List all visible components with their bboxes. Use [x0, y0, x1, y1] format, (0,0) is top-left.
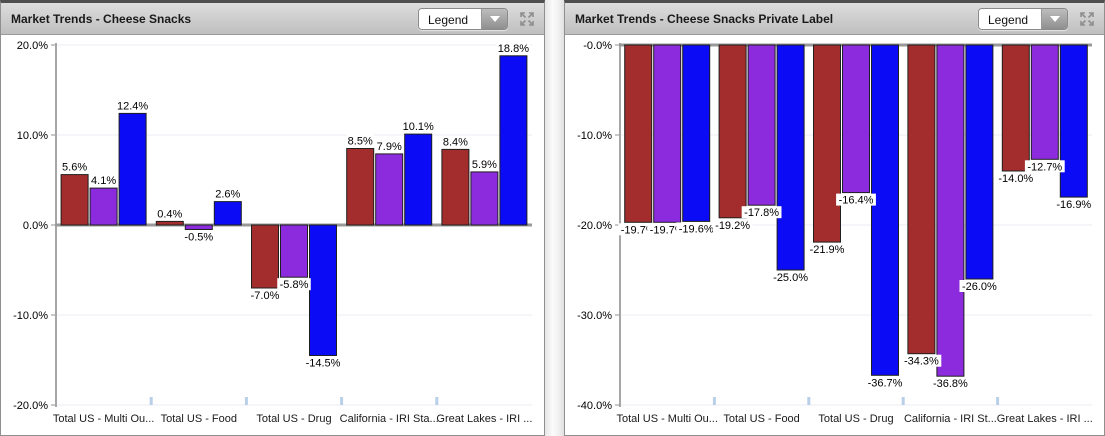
svg-text:2.6%: 2.6%: [215, 189, 240, 201]
svg-text:-17.8%: -17.8%: [744, 207, 779, 219]
svg-text:-36.7%: -36.7%: [868, 377, 903, 389]
panel-cheese-snacks: Market Trends - Cheese Snacks Legend 20: [0, 0, 545, 436]
svg-text:-16.9%: -16.9%: [1056, 199, 1091, 211]
svg-text:-30.0%: -30.0%: [577, 310, 612, 322]
svg-text:-34.3%: -34.3%: [904, 356, 939, 368]
svg-text:-14.0%: -14.0%: [998, 173, 1033, 185]
legend-dropdown[interactable]: Legend: [978, 7, 1068, 30]
svg-text:-5.8%: -5.8%: [280, 279, 309, 291]
svg-text:12.4%: 12.4%: [117, 100, 148, 112]
svg-text:Great Lakes - IRI ...: Great Lakes - IRI ...: [436, 413, 532, 425]
svg-text:Total US - Food: Total US - Food: [161, 413, 237, 425]
svg-text:California - IRI St...: California - IRI St...: [904, 413, 997, 425]
panel-splitter[interactable]: [545, 0, 564, 436]
svg-text:10.1%: 10.1%: [403, 121, 434, 133]
svg-text:-19.7%: -19.7%: [621, 224, 656, 236]
svg-text:-10.0%: -10.0%: [577, 130, 612, 142]
svg-text:8.4%: 8.4%: [443, 136, 468, 148]
svg-text:5.9%: 5.9%: [472, 159, 497, 171]
svg-text:18.8%: 18.8%: [498, 43, 529, 55]
panel-header: Market Trends - Cheese Snacks Legend: [1, 3, 544, 35]
svg-text:-19.7%: -19.7%: [650, 224, 685, 236]
svg-text:-40.0%: -40.0%: [577, 400, 612, 412]
chevron-down-icon[interactable]: [481, 8, 507, 29]
svg-text:-19.6%: -19.6%: [679, 223, 714, 235]
svg-text:-10.0%: -10.0%: [13, 310, 48, 322]
svg-text:20.0%: 20.0%: [17, 40, 48, 52]
svg-text:Total US - Food: Total US - Food: [723, 413, 799, 425]
svg-text:-36.8%: -36.8%: [933, 378, 968, 390]
svg-text:-20.0%: -20.0%: [577, 220, 612, 232]
expand-arrows-icon[interactable]: [1078, 10, 1096, 28]
page-title: Market Trends - Cheese Snacks Private La…: [575, 11, 834, 26]
svg-text:5.6%: 5.6%: [62, 162, 87, 174]
svg-text:-0.5%: -0.5%: [184, 232, 213, 244]
chart-area: 20.0% 10.0% 0.0% -10.0% -20.0% Total US - Mul…: [1, 35, 544, 435]
svg-text:-19.2%: -19.2%: [715, 220, 750, 232]
svg-text:0.0%: 0.0%: [23, 220, 48, 232]
svg-text:-12.7%: -12.7%: [1027, 161, 1062, 173]
legend-dropdown-value: Legend: [979, 8, 1041, 29]
svg-text:Total US - Drug: Total US - Drug: [256, 413, 331, 425]
svg-text:Total US - Multi Ou...: Total US - Multi Ou...: [616, 413, 717, 425]
panel-header: Market Trends - Cheese Snacks Private La…: [565, 3, 1104, 35]
chart-area: -0.0% -10.0% -20.0% -30.0% -40.0% Total US - …: [565, 35, 1104, 435]
legend-dropdown-value: Legend: [419, 8, 481, 29]
svg-text:10.0%: 10.0%: [17, 130, 48, 142]
bar-chart: 20.0% 10.0% 0.0% -10.0% -20.0% Total US - Mul…: [13, 40, 532, 425]
panel-cheese-snacks-private-label: Market Trends - Cheese Snacks Private La…: [564, 0, 1105, 436]
svg-text:-14.5%: -14.5%: [306, 358, 341, 370]
svg-text:-20.0%: -20.0%: [13, 400, 48, 412]
header-controls: Legend: [418, 7, 536, 30]
legend-dropdown[interactable]: Legend: [418, 7, 508, 30]
expand-arrows-icon[interactable]: [518, 10, 536, 28]
svg-text:Total US - Multi Ou...: Total US - Multi Ou...: [53, 413, 154, 425]
svg-text:Great Lakes - IRI ...: Great Lakes - IRI ...: [997, 413, 1093, 425]
svg-text:-21.9%: -21.9%: [810, 244, 845, 256]
svg-text:California - IRI Sta...: California - IRI Sta...: [340, 413, 439, 425]
svg-text:8.5%: 8.5%: [348, 136, 373, 148]
svg-text:-7.0%: -7.0%: [251, 290, 280, 302]
chevron-down-icon[interactable]: [1041, 8, 1067, 29]
svg-text:4.1%: 4.1%: [91, 175, 116, 187]
svg-text:-25.0%: -25.0%: [773, 272, 808, 284]
svg-text:Total US - Drug: Total US - Drug: [818, 413, 893, 425]
header-controls: Legend: [978, 7, 1096, 30]
svg-text:-16.4%: -16.4%: [839, 195, 874, 207]
svg-text:-26.0%: -26.0%: [962, 281, 997, 293]
svg-text:-0.0%: -0.0%: [583, 40, 612, 52]
page-title: Market Trends - Cheese Snacks: [11, 11, 192, 26]
bar-chart: -0.0% -10.0% -20.0% -30.0% -40.0% Total US - …: [577, 40, 1094, 425]
svg-text:7.9%: 7.9%: [377, 141, 402, 153]
svg-text:0.4%: 0.4%: [157, 208, 182, 220]
